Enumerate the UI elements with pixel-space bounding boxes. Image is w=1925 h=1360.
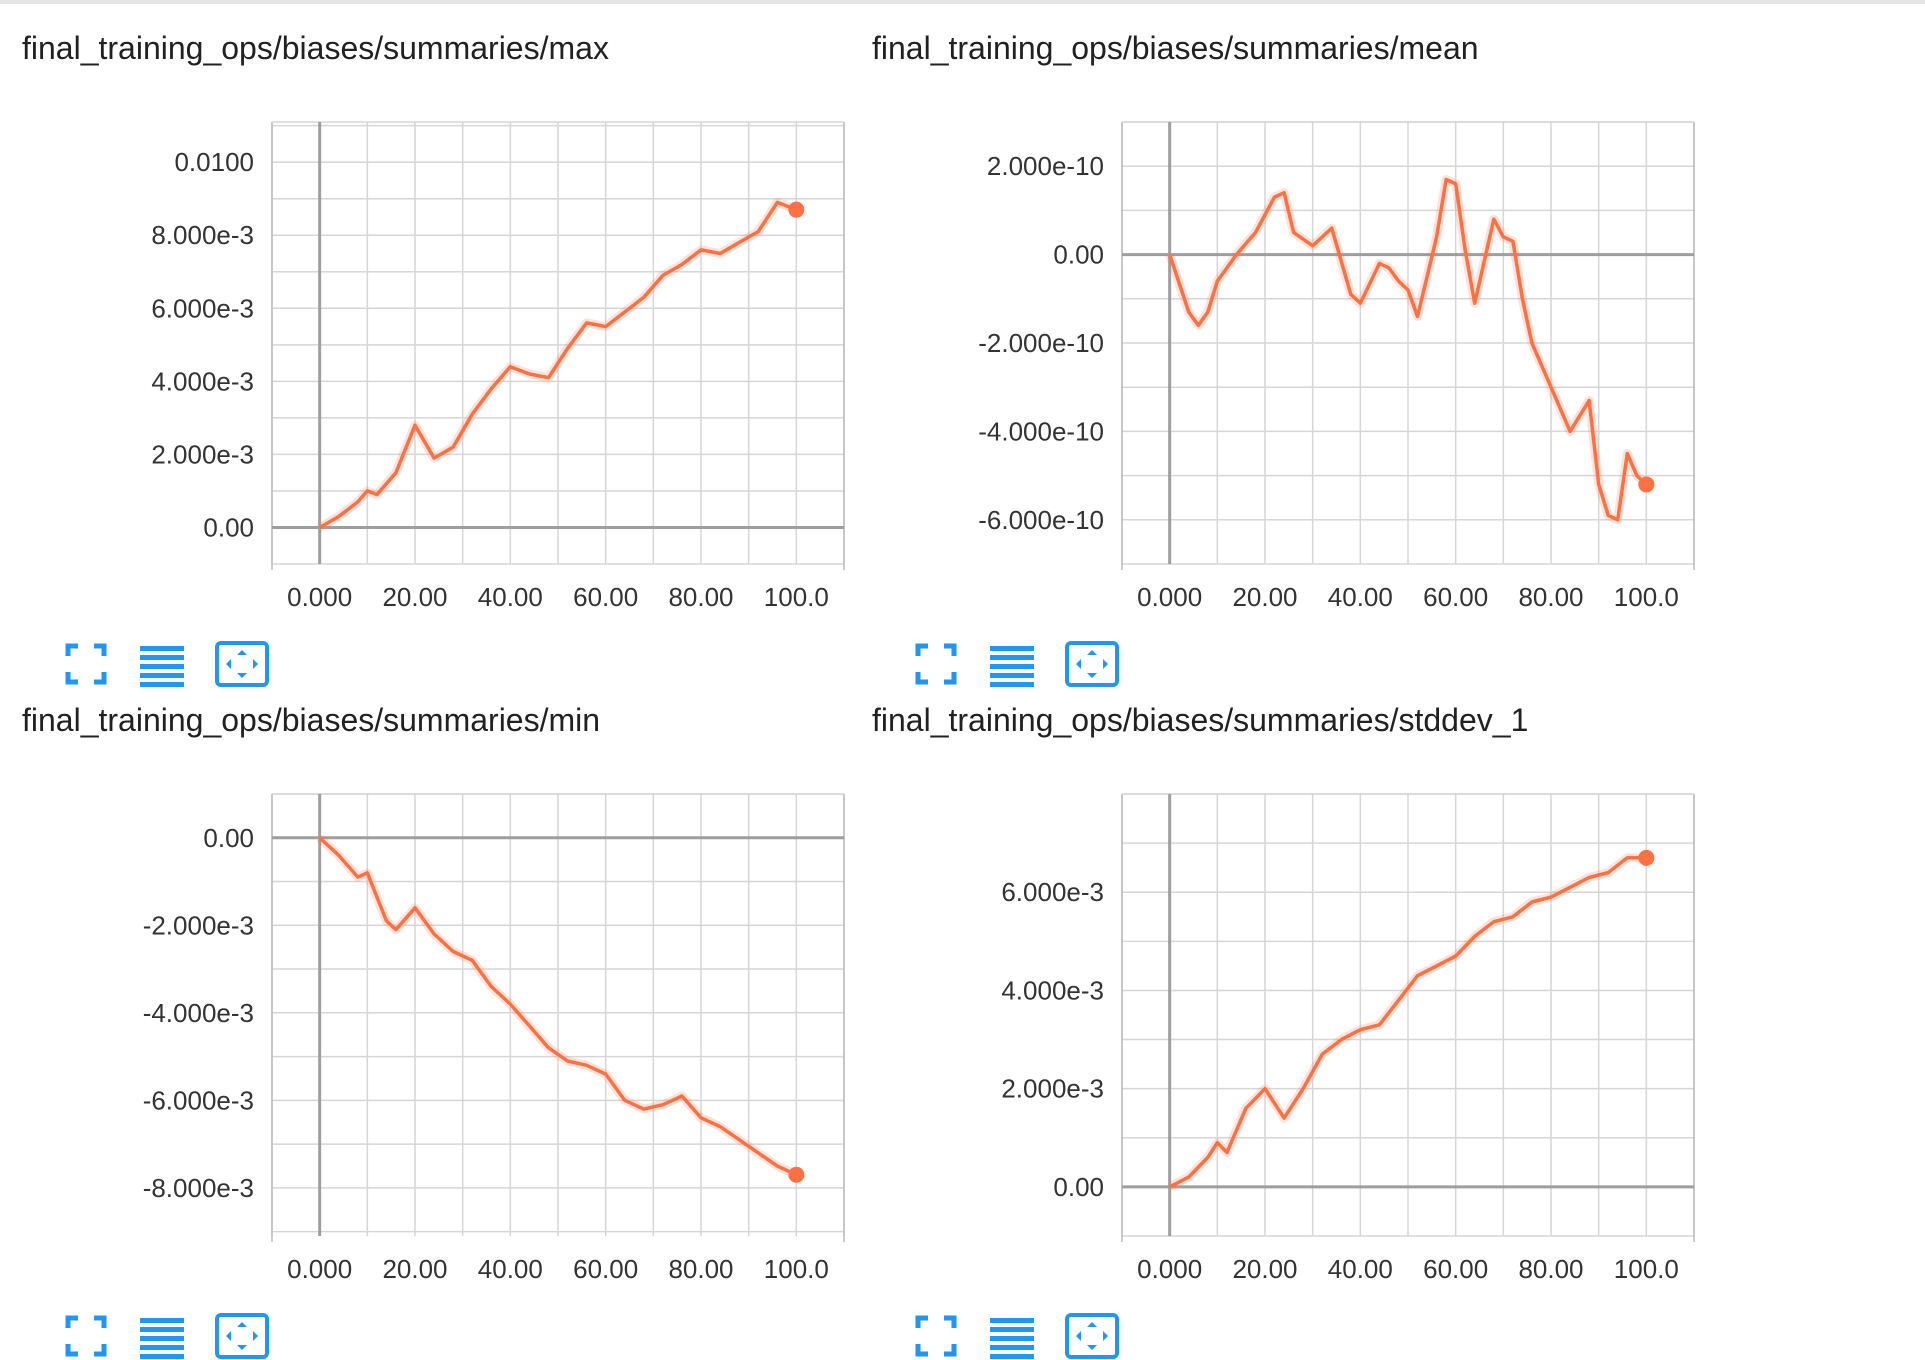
x-tick-label: 0.000 [287, 1254, 352, 1284]
last-point-marker [788, 1166, 805, 1183]
x-tick-label: 80.00 [1518, 1254, 1583, 1284]
expand-icon[interactable] [912, 1312, 960, 1360]
x-tick-label: 60.00 [573, 1254, 638, 1284]
x-tick-label: 60.00 [1423, 1254, 1488, 1284]
y-tick-label: 0.00 [1053, 1172, 1104, 1202]
chart-card-mean: final_training_ops/biases/summaries/mean… [872, 28, 1732, 688]
x-tick-label: 60.00 [573, 582, 638, 612]
toggle-y-log-icon[interactable] [138, 640, 186, 688]
x-tick-label: 40.00 [1328, 582, 1393, 612]
fit-domain-icon[interactable] [214, 640, 270, 688]
x-tick-label: 20.00 [382, 582, 447, 612]
y-tick-label: -4.000e-3 [143, 998, 254, 1028]
series-line [318, 200, 797, 530]
x-tick-label: 100.0 [764, 1254, 829, 1284]
y-tick-label: 2.000e-3 [1001, 1074, 1104, 1104]
fit-domain-icon[interactable] [1064, 640, 1120, 688]
x-tick-label: 100.0 [764, 582, 829, 612]
y-tick-label: 0.00 [203, 823, 254, 853]
x-tick-label: 20.00 [1232, 582, 1297, 612]
series-line [318, 836, 798, 1177]
y-tick-label: 2.000e-10 [987, 151, 1104, 181]
expand-icon[interactable] [912, 640, 960, 688]
y-tick-label: -4.000e-10 [978, 416, 1104, 446]
x-tick-label: 80.00 [1518, 582, 1583, 612]
y-tick-label: 2.000e-3 [151, 439, 254, 469]
line-chart-min: 0.000 20.00 40.00 60.00 80.00 100.0 -8.000e-3 -… [143, 793, 845, 1284]
chart-title: final_training_ops/biases/summaries/min [22, 702, 601, 738]
top-divider [0, 0, 1925, 4]
y-tick-label: -8.000e-3 [143, 1173, 254, 1203]
x-tick-label: 60.00 [1423, 582, 1488, 612]
chart-card-max: final_training_ops/biases/summaries/max … [22, 28, 882, 688]
line-chart-max: 0.000 20.00 40.00 60.00 80.00 100.0 0.00 2.000e… [151, 121, 845, 612]
x-tick-label: 20.00 [382, 1254, 447, 1284]
toggle-y-log-icon[interactable] [988, 1312, 1036, 1360]
x-tick-label: 0.000 [1137, 582, 1202, 612]
x-tick-label: 40.00 [478, 582, 543, 612]
y-tick-label: 0.0100 [174, 147, 254, 177]
x-tick-label: 80.00 [668, 1254, 733, 1284]
chart-title: final_training_ops/biases/summaries/stdd… [872, 702, 1529, 738]
y-tick-label: 0.00 [1053, 240, 1104, 270]
x-tick-label: 40.00 [1328, 1254, 1393, 1284]
y-tick-label: 8.000e-3 [151, 220, 254, 250]
expand-icon[interactable] [62, 640, 110, 688]
x-tick-label: 100.0 [1614, 1254, 1679, 1284]
x-tick-label: 100.0 [1614, 582, 1679, 612]
chart-card-stddev: final_training_ops/biases/summaries/stdd… [872, 700, 1732, 1360]
x-tick-label: 20.00 [1232, 1254, 1297, 1284]
toggle-y-log-icon[interactable] [138, 1312, 186, 1360]
line-chart-stddev: 0.000 20.00 40.00 60.00 80.00 100.0 0.00 2.000e… [1001, 793, 1695, 1284]
y-tick-label: -2.000e-10 [978, 328, 1104, 358]
expand-icon[interactable] [62, 1312, 110, 1360]
series-line [1168, 856, 1647, 1189]
x-tick-label: 0.000 [287, 582, 352, 612]
y-tick-label: 6.000e-3 [151, 293, 254, 323]
chart-title: final_training_ops/biases/summaries/max [22, 30, 609, 66]
y-tick-label: -6.000e-3 [143, 1085, 254, 1115]
fit-domain-icon[interactable] [214, 1312, 270, 1360]
y-tick-label: 0.00 [203, 512, 254, 542]
y-tick-label: 6.000e-3 [1001, 877, 1104, 907]
line-chart-mean: 0.000 20.00 40.00 60.00 80.00 100.0 -6.000e-10… [978, 121, 1695, 612]
chart-card-min: final_training_ops/biases/summaries/min … [22, 700, 882, 1360]
y-tick-label: -6.000e-10 [978, 505, 1104, 535]
x-tick-label: 80.00 [668, 582, 733, 612]
x-tick-label: 40.00 [478, 1254, 543, 1284]
y-tick-label: -2.000e-3 [143, 910, 254, 940]
last-point-marker [788, 201, 805, 218]
y-tick-label: 4.000e-3 [1001, 975, 1104, 1005]
chart-title: final_training_ops/biases/summaries/mean [872, 30, 1479, 66]
y-tick-label: 4.000e-3 [151, 366, 254, 396]
toggle-y-log-icon[interactable] [988, 640, 1036, 688]
last-point-marker [1638, 849, 1655, 866]
x-tick-label: 0.000 [1137, 1254, 1202, 1284]
series-line [1168, 177, 1648, 522]
last-point-marker [1638, 476, 1655, 493]
fit-domain-icon[interactable] [1064, 1312, 1120, 1360]
